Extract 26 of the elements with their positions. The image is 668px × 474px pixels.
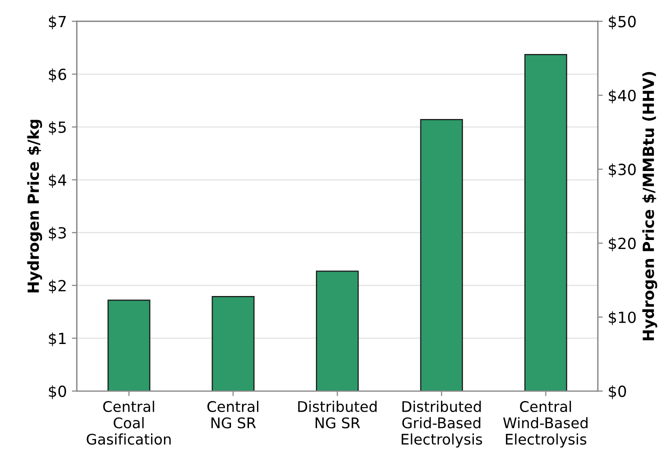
bar <box>108 300 150 392</box>
x-tick-label: Central Coal Gasification <box>86 400 171 445</box>
y2-tick-label: $30 <box>608 163 636 178</box>
y-tick-label: $3 <box>48 226 66 241</box>
x-tick-label: Central Wind-Based Electrolysis <box>503 400 588 448</box>
y2-tick-label: $50 <box>608 16 636 30</box>
y2-tick-label: $0 <box>608 385 626 400</box>
y2-tick-label: $10 <box>608 311 636 326</box>
bar <box>524 54 568 392</box>
y-tick-label: $7 <box>48 16 66 30</box>
x-tick-label: Distributed Grid-Based Electrolysis <box>402 400 482 448</box>
y-tick-label: $0 <box>48 385 66 400</box>
y2-axis-title: Hydrogen Price $/MMBtu (HHV) <box>642 72 658 340</box>
x-tick-label: Central NG SR <box>207 400 258 428</box>
bar <box>212 296 255 392</box>
y-tick-label: $6 <box>48 68 66 82</box>
y2-tick-label: $20 <box>608 237 636 252</box>
y-tick-label: $1 <box>48 332 66 346</box>
bar <box>316 270 359 392</box>
x-tick-label: Distributed NG SR <box>298 400 377 428</box>
y-tick-label: $2 <box>48 280 66 294</box>
y-tick-label: $4 <box>48 174 66 188</box>
y-axis-title: Hydrogen Price $/kg <box>27 120 42 292</box>
y-tick-label: $5 <box>48 121 66 136</box>
y2-tick-label: $40 <box>608 89 636 104</box>
bar <box>420 119 463 392</box>
